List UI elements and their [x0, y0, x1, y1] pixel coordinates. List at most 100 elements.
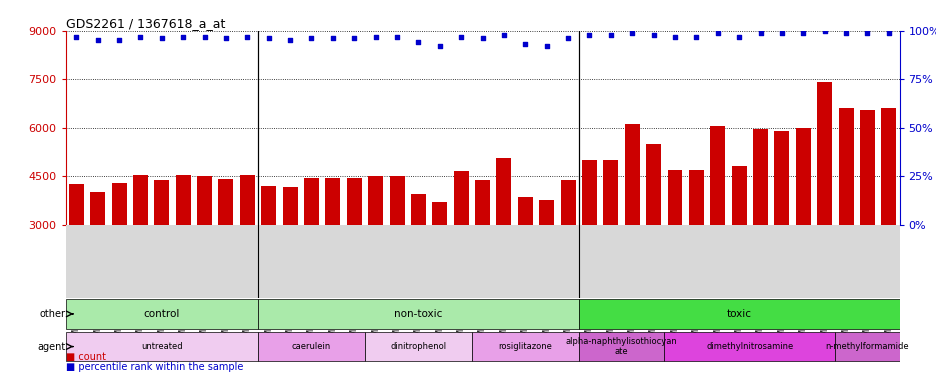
Bar: [261, 186, 276, 322]
Bar: [303, 179, 318, 322]
Text: control: control: [143, 309, 180, 319]
Bar: [389, 176, 404, 322]
Point: [68, 33, 83, 40]
Point: [90, 37, 105, 43]
Bar: [90, 192, 105, 322]
Point: [859, 30, 874, 36]
Text: alpha-naphthylisothiocyan
ate: alpha-naphthylisothiocyan ate: [565, 337, 677, 356]
Bar: [560, 180, 575, 322]
Bar: [66, 332, 257, 361]
Point: [666, 33, 681, 40]
Point: [624, 30, 639, 36]
Point: [753, 30, 768, 36]
Bar: [368, 176, 383, 322]
Point: [303, 35, 318, 41]
Bar: [154, 180, 169, 322]
Point: [731, 33, 746, 40]
Point: [838, 30, 853, 36]
Bar: [66, 299, 257, 329]
Text: rosiglitazone: rosiglitazone: [498, 342, 551, 351]
Point: [133, 33, 148, 40]
Bar: [68, 184, 83, 322]
Bar: [453, 171, 468, 322]
Point: [197, 33, 212, 40]
Bar: [496, 158, 511, 322]
Bar: [431, 202, 446, 322]
Point: [709, 30, 724, 36]
Bar: [325, 179, 340, 322]
Point: [603, 31, 618, 38]
Bar: [859, 110, 874, 322]
Bar: [197, 175, 212, 322]
Bar: [475, 180, 490, 322]
Bar: [578, 299, 899, 329]
Bar: [538, 200, 553, 322]
Point: [881, 30, 896, 36]
Bar: [731, 167, 746, 322]
Bar: [257, 299, 578, 329]
Text: non-toxic: non-toxic: [394, 309, 442, 319]
Point: [646, 31, 661, 38]
Point: [283, 37, 298, 43]
Point: [389, 33, 404, 40]
Bar: [664, 332, 835, 361]
Bar: [816, 83, 831, 322]
Point: [475, 35, 490, 41]
Point: [518, 41, 533, 47]
Bar: [346, 179, 361, 322]
Text: other: other: [39, 309, 66, 319]
Point: [154, 35, 169, 41]
Bar: [240, 175, 255, 322]
Point: [431, 43, 446, 49]
Bar: [578, 332, 664, 361]
Bar: [176, 175, 190, 322]
Point: [816, 28, 831, 34]
Bar: [688, 170, 703, 322]
Point: [325, 35, 340, 41]
Text: caerulein: caerulein: [291, 342, 330, 351]
Bar: [218, 179, 233, 322]
Point: [240, 33, 255, 40]
Text: ■ percentile rank within the sample: ■ percentile rank within the sample: [66, 362, 242, 372]
Bar: [881, 108, 896, 322]
Bar: [838, 108, 853, 322]
Point: [688, 33, 703, 40]
Bar: [111, 183, 126, 322]
Bar: [624, 124, 639, 322]
Bar: [795, 127, 810, 322]
Text: GDS2261 / 1367618_a_at: GDS2261 / 1367618_a_at: [66, 17, 225, 30]
Text: toxic: toxic: [726, 309, 751, 319]
Bar: [257, 332, 364, 361]
Text: untreated: untreated: [140, 342, 183, 351]
Bar: [518, 197, 533, 322]
Point: [453, 33, 468, 40]
Point: [411, 39, 426, 45]
Point: [368, 33, 383, 40]
Bar: [364, 332, 472, 361]
Point: [218, 35, 233, 41]
Point: [346, 35, 361, 41]
Bar: [753, 129, 768, 322]
Point: [176, 33, 191, 40]
Text: ■ count: ■ count: [66, 352, 106, 362]
Bar: [581, 160, 596, 322]
Text: agent: agent: [37, 341, 66, 352]
Bar: [773, 131, 788, 322]
Point: [795, 30, 810, 36]
Point: [261, 35, 276, 41]
Point: [581, 31, 596, 38]
Bar: [283, 187, 298, 322]
Point: [538, 43, 553, 49]
Text: dinitrophenol: dinitrophenol: [390, 342, 446, 351]
Bar: [666, 170, 681, 322]
Text: n-methylformamide: n-methylformamide: [825, 342, 908, 351]
Bar: [835, 332, 899, 361]
Bar: [472, 332, 578, 361]
Point: [773, 30, 788, 36]
Text: dimethylnitrosamine: dimethylnitrosamine: [706, 342, 793, 351]
Bar: [646, 144, 661, 322]
Point: [560, 35, 575, 41]
Point: [496, 31, 511, 38]
Bar: [709, 126, 724, 322]
Bar: [411, 194, 426, 322]
